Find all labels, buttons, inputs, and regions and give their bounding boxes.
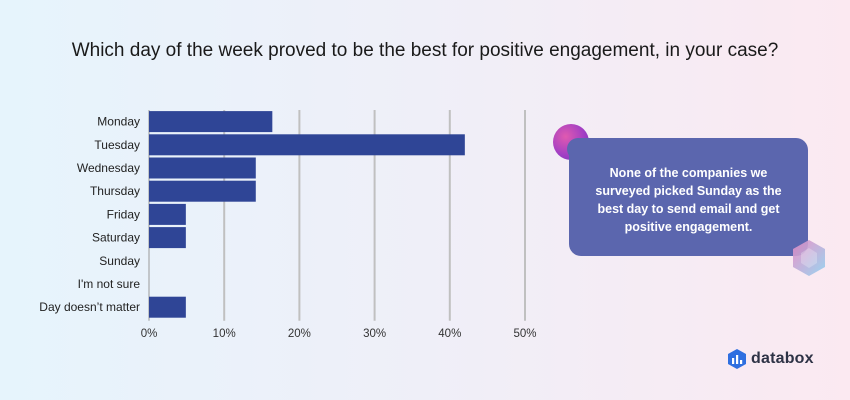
bar <box>149 111 273 133</box>
bar <box>149 134 465 156</box>
bar <box>149 227 186 249</box>
category-label: I'm not sure <box>78 277 141 291</box>
callout-box: None of the companies we surveyed picked… <box>569 138 808 256</box>
databox-logo: databox <box>728 349 814 369</box>
hexagon-decoration-icon <box>793 240 825 276</box>
x-tick-label: 0% <box>141 328 158 340</box>
brand-name: databox <box>751 350 814 367</box>
bar <box>149 157 256 179</box>
chart-title: Which day of the week proved to be the b… <box>71 40 779 61</box>
x-tick-label: 20% <box>288 328 311 340</box>
callout-text: None of the companies we surveyed picked… <box>595 166 782 234</box>
category-label: Tuesday <box>94 138 140 152</box>
category-label: Friday <box>107 207 140 221</box>
databox-logo-icon <box>728 349 746 369</box>
bar <box>149 180 256 202</box>
category-label: Monday <box>97 115 140 129</box>
category-label: Thursday <box>90 184 140 198</box>
category-label: Day doesn’t matter <box>39 300 140 314</box>
x-tick-label: 30% <box>363 328 386 340</box>
bar <box>149 203 186 225</box>
x-tick-label: 50% <box>513 328 536 340</box>
x-tick-label: 40% <box>438 328 461 340</box>
bar <box>149 296 186 318</box>
x-tick-label: 10% <box>213 328 236 340</box>
category-label: Sunday <box>99 254 140 268</box>
category-label: Saturday <box>92 231 140 245</box>
category-label: Wednesday <box>77 161 140 175</box>
